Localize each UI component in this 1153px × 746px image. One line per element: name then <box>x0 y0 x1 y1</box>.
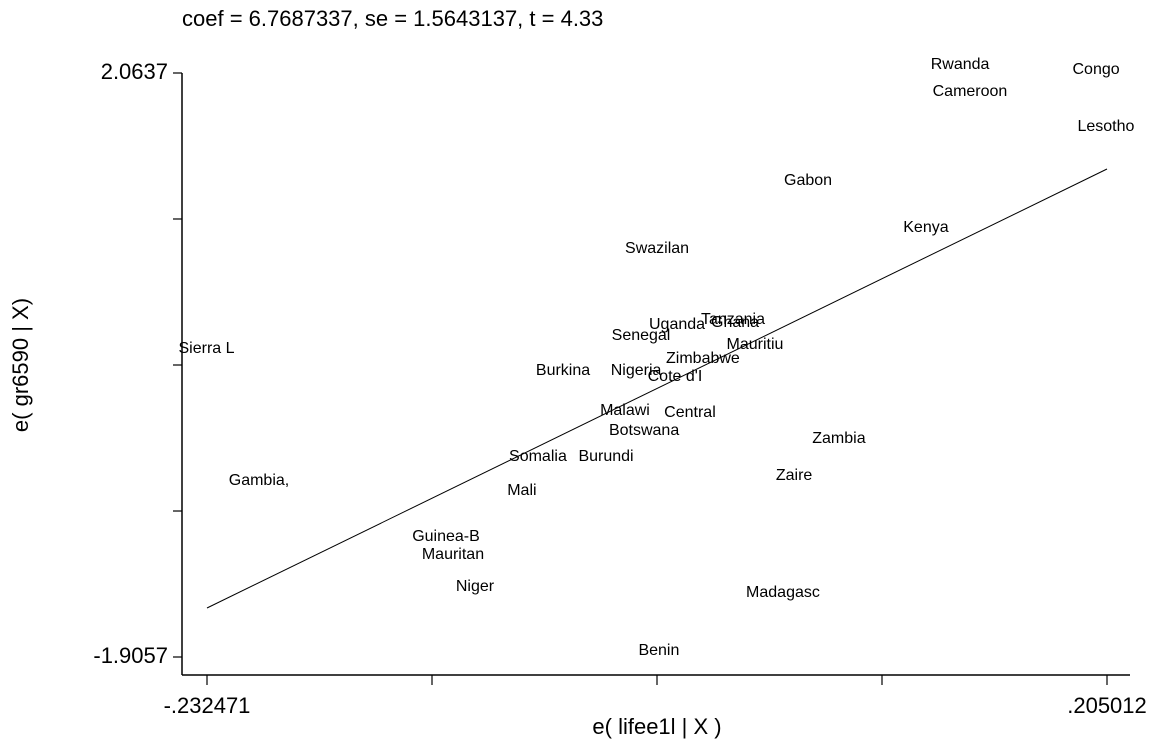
y-axis-label: e( gr6590 | X) <box>8 298 33 432</box>
point-label: Zimbabwe <box>666 350 740 367</box>
chart-title: coef = 6.7687337, se = 1.5643137, t = 4.… <box>182 6 603 31</box>
x-tick-label: .205012 <box>1067 693 1147 718</box>
y-tick-label: -1.9057 <box>93 643 168 668</box>
point-label: Zambia <box>812 430 865 447</box>
point-label: Congo <box>1072 61 1119 78</box>
point-label: Tanzania <box>701 311 765 328</box>
point-label: Mali <box>507 482 536 499</box>
point-label: Gabon <box>784 172 832 189</box>
point-label: Niger <box>456 578 495 595</box>
point-label: Mauritiu <box>727 336 784 353</box>
point-label: Mauritan <box>422 546 484 563</box>
point-label: Zaire <box>776 467 813 484</box>
point-label: Ghana <box>711 314 759 331</box>
x-tick-label: -.232471 <box>164 693 251 718</box>
point-label: Swazilan <box>625 240 689 257</box>
point-label: Central <box>664 404 716 421</box>
point-label: Madagasc <box>746 584 820 601</box>
point-label: Gambia, <box>229 472 289 489</box>
point-label: Lesotho <box>1077 118 1134 135</box>
point-label: Burundi <box>578 448 633 465</box>
point-label: Kenya <box>903 219 948 236</box>
point-label: Benin <box>638 642 679 659</box>
point-label: Sierra L <box>179 340 235 357</box>
x-axis-label: e( lifee1l | X ) <box>592 714 721 739</box>
point-label: Rwanda <box>931 56 990 73</box>
fit-line <box>206 168 1108 609</box>
point-label: Senegal <box>612 327 671 344</box>
point-label: Nigeria <box>611 362 662 379</box>
point-label: Cameroon <box>933 83 1008 100</box>
point-label: Botswana <box>609 422 679 439</box>
point-label: Guinea-B <box>412 528 480 545</box>
point-label: Somalia <box>509 448 567 465</box>
point-label: Malawi <box>600 402 650 419</box>
point-label: Uganda <box>649 316 705 333</box>
y-tick-label: 2.0637 <box>101 59 168 84</box>
point-label: Cote d'I <box>648 368 703 385</box>
point-label: Burkina <box>536 362 590 379</box>
